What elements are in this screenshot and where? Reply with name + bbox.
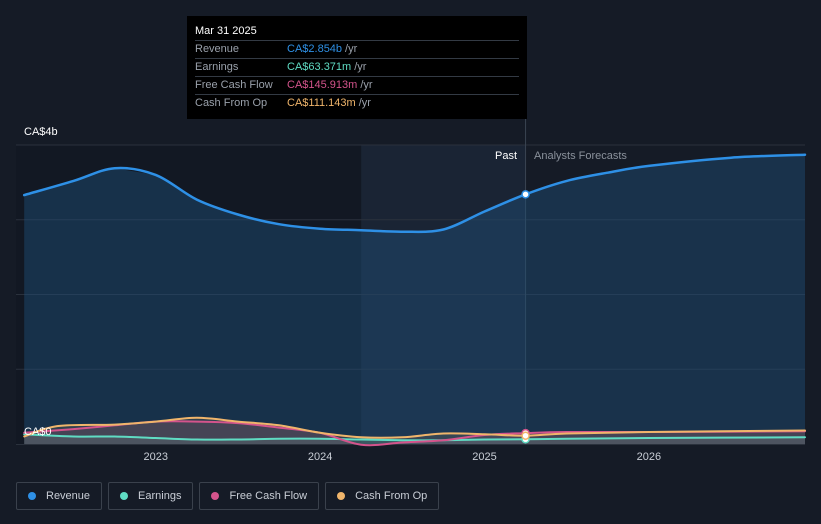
legend-label: Cash From Op: [355, 490, 428, 502]
legend: Revenue Earnings Free Cash Flow Cash Fro…: [16, 482, 440, 510]
legend-label: Free Cash Flow: [229, 490, 308, 502]
marker-revenue: [521, 190, 530, 199]
tooltip-row-revenue: Revenue CA$2.854b /yr: [195, 40, 519, 58]
series-line-earnings: [23, 433, 806, 442]
legend-item-cash-from-op[interactable]: Cash From Op: [325, 482, 440, 510]
tooltip-unit: /yr: [360, 79, 373, 91]
tooltip-row-cash-from-op: Cash From Op CA$111.143m /yr: [195, 94, 519, 112]
tooltip-value: CA$111.143m: [287, 97, 356, 109]
marker-cash-from-op: [521, 431, 530, 440]
series-line-revenue: [22, 153, 807, 234]
tooltip: Mar 31 2025 Revenue CA$2.854b /yr Earnin…: [187, 16, 527, 119]
series-line-cash-from-op: [23, 416, 806, 439]
x-tick-label: 2026: [636, 451, 662, 463]
tooltip-value: CA$145.913m: [287, 79, 358, 91]
tooltip-label: Free Cash Flow: [195, 79, 273, 91]
tooltip-value: CA$63.371m: [287, 61, 352, 73]
tooltip-value: CA$2.854b: [287, 43, 343, 55]
legend-dot-icon: [120, 492, 129, 500]
series-area-earnings: [24, 434, 805, 444]
forecast-label: Analysts Forecasts: [534, 150, 627, 162]
legend-item-revenue[interactable]: Revenue: [16, 482, 103, 510]
x-tick-label: 2024: [307, 451, 333, 463]
legend-label: Earnings: [138, 490, 182, 502]
past-label: Past: [495, 150, 518, 162]
tooltip-unit: /yr: [358, 97, 371, 109]
tooltip-unit: /yr: [345, 43, 358, 55]
tooltip-label: Earnings: [195, 61, 239, 73]
legend-label: Revenue: [46, 490, 91, 502]
x-tick-label: 2025: [472, 451, 497, 463]
tooltip-row-earnings: Earnings CA$63.371m /yr: [195, 58, 519, 76]
tooltip-label: Cash From Op: [195, 97, 268, 109]
tooltip-date: Mar 31 2025: [195, 25, 257, 37]
tooltip-row-free-cash-flow: Free Cash Flow CA$145.913m /yr: [195, 76, 519, 94]
x-tick-label: 2023: [143, 451, 168, 463]
tooltip-label: Revenue: [195, 43, 240, 55]
y-axis-label-max: CA$4b: [24, 126, 58, 138]
revenue-area: [24, 154, 805, 444]
y-axis-label-zero: CA$0: [24, 426, 52, 438]
legend-item-earnings[interactable]: Earnings: [108, 482, 194, 510]
legend-dot-icon: [211, 492, 220, 500]
legend-item-free-cash-flow[interactable]: Free Cash Flow: [199, 482, 320, 510]
tooltip-unit: /yr: [354, 61, 367, 73]
legend-dot-icon: [28, 492, 36, 500]
legend-dot-icon: [337, 492, 346, 500]
